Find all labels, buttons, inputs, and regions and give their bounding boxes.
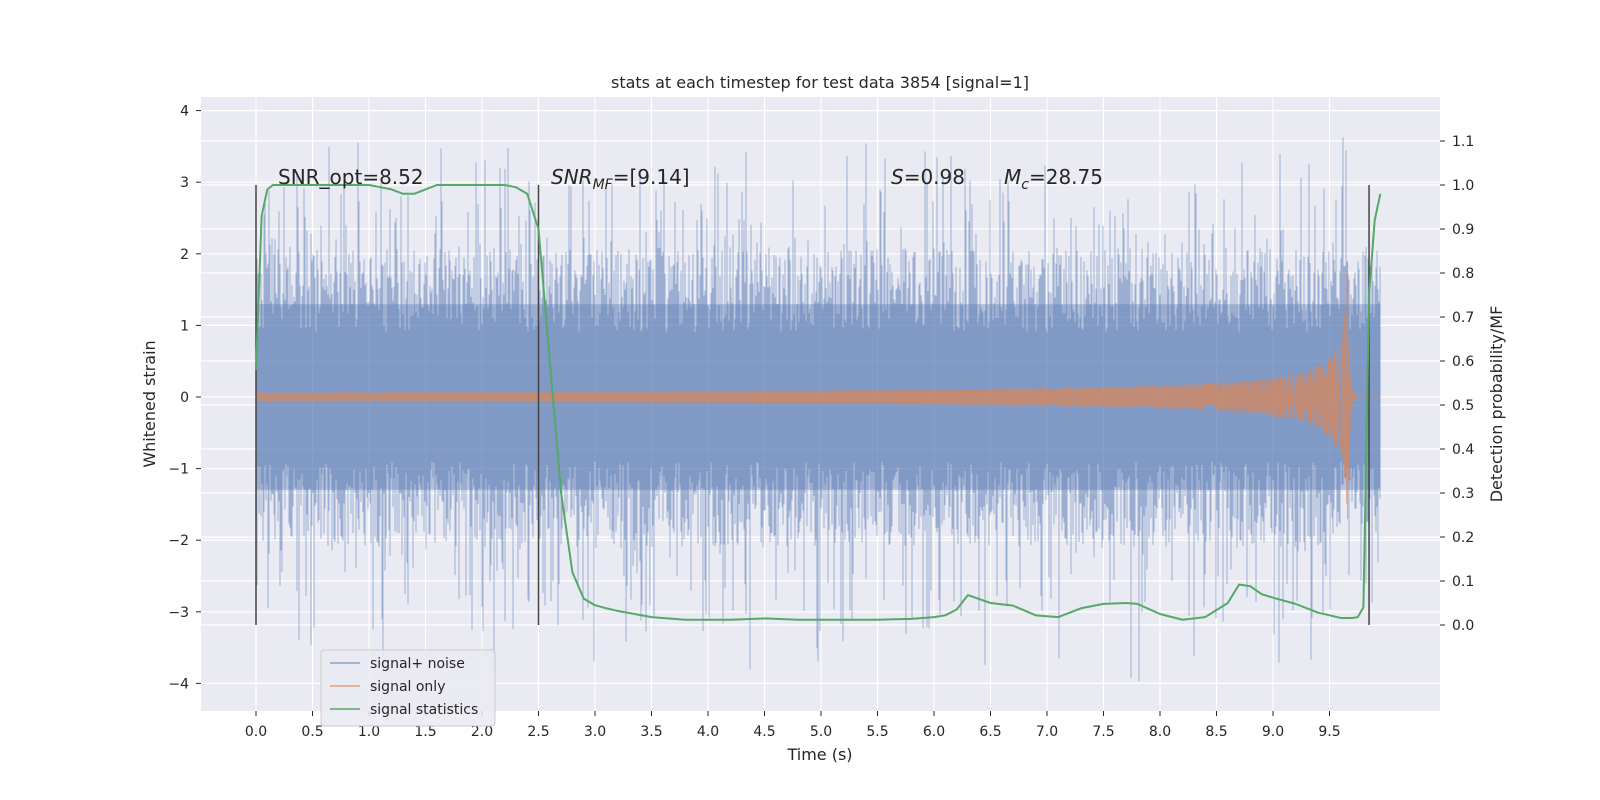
x-tick-label: 6.0: [923, 724, 945, 740]
x-axis-ticks: 0.0 0.5 1.0 1.5 2.0 2.5 3.0 3.5 4.0 4.5 5.0 5.5 6.0 6…: [245, 711, 1341, 740]
y-axis-label: Whitened strain: [140, 340, 159, 467]
legend-label-signal-statistics: signal statistics: [370, 702, 478, 718]
y-tick-label: 2: [180, 247, 189, 263]
y-right-tick-label: 0.7: [1452, 310, 1474, 326]
x-tick-label: 5.0: [810, 724, 832, 740]
annotation-mc: Mc=28.75: [1004, 165, 1103, 193]
x-tick-label: 3.0: [584, 724, 606, 740]
y-right-tick-label: 0.3: [1452, 486, 1474, 502]
y-right-tick-label: 0.0: [1452, 618, 1474, 634]
legend-label-signal-plus-noise: signal+ noise: [370, 656, 465, 672]
legend: signal+ noise signal only signal statist…: [320, 649, 496, 727]
x-tick-label: 4.0: [697, 724, 719, 740]
y-tick-label: 3: [180, 175, 189, 191]
series-signal-only: [255, 260, 1381, 520]
annotation-snr-mf-subscript: MF: [593, 177, 614, 193]
y-right-axis-ticks: 1.1 1.0 0.9 0.8 0.7 0.6 0.5 0.4 0.3 0.2 0.1 0.0: [1440, 134, 1474, 634]
x-tick-label: 2.0: [471, 724, 493, 740]
annotation-s-symbol: S: [891, 165, 904, 189]
x-tick-label: 2.5: [527, 724, 549, 740]
y-right-tick-label: 0.1: [1452, 574, 1474, 590]
x-tick-label: 6.5: [979, 724, 1001, 740]
legend-label-signal-only: signal only: [370, 679, 445, 695]
y-tick-label: 1: [180, 318, 189, 334]
x-tick-label: 8.5: [1205, 724, 1227, 740]
x-tick-label: 9.5: [1318, 724, 1340, 740]
x-axis-label: Time (s): [786, 745, 852, 764]
y-tick-label: −3: [168, 605, 189, 621]
signal-statistics-line: [255, 184, 1382, 621]
y-right-tick-label: 0.9: [1452, 222, 1474, 238]
annotation-mc-symbol: M: [1004, 165, 1021, 189]
y-right-tick-label: 0.8: [1452, 266, 1474, 282]
signal-only-trace: [255, 260, 1381, 520]
x-tick-label: 7.5: [1092, 724, 1114, 740]
y-tick-label: 4: [180, 104, 189, 120]
annotation-snr-opt: SNR_opt=8.52: [278, 165, 424, 189]
y-tick-label: −2: [168, 533, 189, 549]
y-right-tick-label: 0.2: [1452, 530, 1474, 546]
annotation-snr-mf-symbol: SNR: [551, 165, 593, 189]
x-tick-label: 0.0: [245, 724, 267, 740]
x-tick-label: 3.5: [640, 724, 662, 740]
chart-title: stats at each timestep for test data 385…: [611, 73, 1029, 92]
x-tick-label: 5.5: [866, 724, 888, 740]
annotation-s-value: =0.98: [904, 165, 965, 189]
series-signal-statistics: [255, 184, 1382, 621]
vertical-markers: [255, 185, 1370, 625]
x-tick-label: 1.0: [358, 724, 380, 740]
x-tick-label: 1.5: [414, 724, 436, 740]
x-tick-label: 8.0: [1149, 724, 1171, 740]
y-tick-label: −4: [168, 676, 189, 692]
annotation-snr-mf: SNRMF=[9.14]: [551, 165, 690, 193]
y-right-tick-label: 0.4: [1452, 442, 1474, 458]
legend-box: [320, 649, 496, 727]
y-right-axis-label: Detection probability/MF: [1487, 306, 1506, 503]
annotation-mc-subscript: c: [1021, 177, 1029, 193]
x-tick-label: 0.5: [301, 724, 323, 740]
annotation-mc-value: =28.75: [1029, 165, 1103, 189]
y-right-tick-label: 0.6: [1452, 354, 1474, 370]
x-tick-label: 7.0: [1036, 724, 1058, 740]
y-right-tick-label: 1.1: [1452, 134, 1474, 150]
x-tick-label: 9.0: [1262, 724, 1284, 740]
x-tick-label: 4.5: [753, 724, 775, 740]
y-right-tick-label: 0.5: [1452, 398, 1474, 414]
y-tick-label: −1: [168, 462, 189, 478]
annotation-snr-mf-value: =[9.14]: [613, 165, 690, 189]
y-right-tick-label: 1.0: [1452, 178, 1474, 194]
y-axis-ticks: 4 3 2 1 0 −1 −2 −3 −4: [168, 104, 201, 692]
annotation-s: S=0.98: [891, 165, 965, 189]
y-tick-label: 0: [180, 390, 189, 406]
